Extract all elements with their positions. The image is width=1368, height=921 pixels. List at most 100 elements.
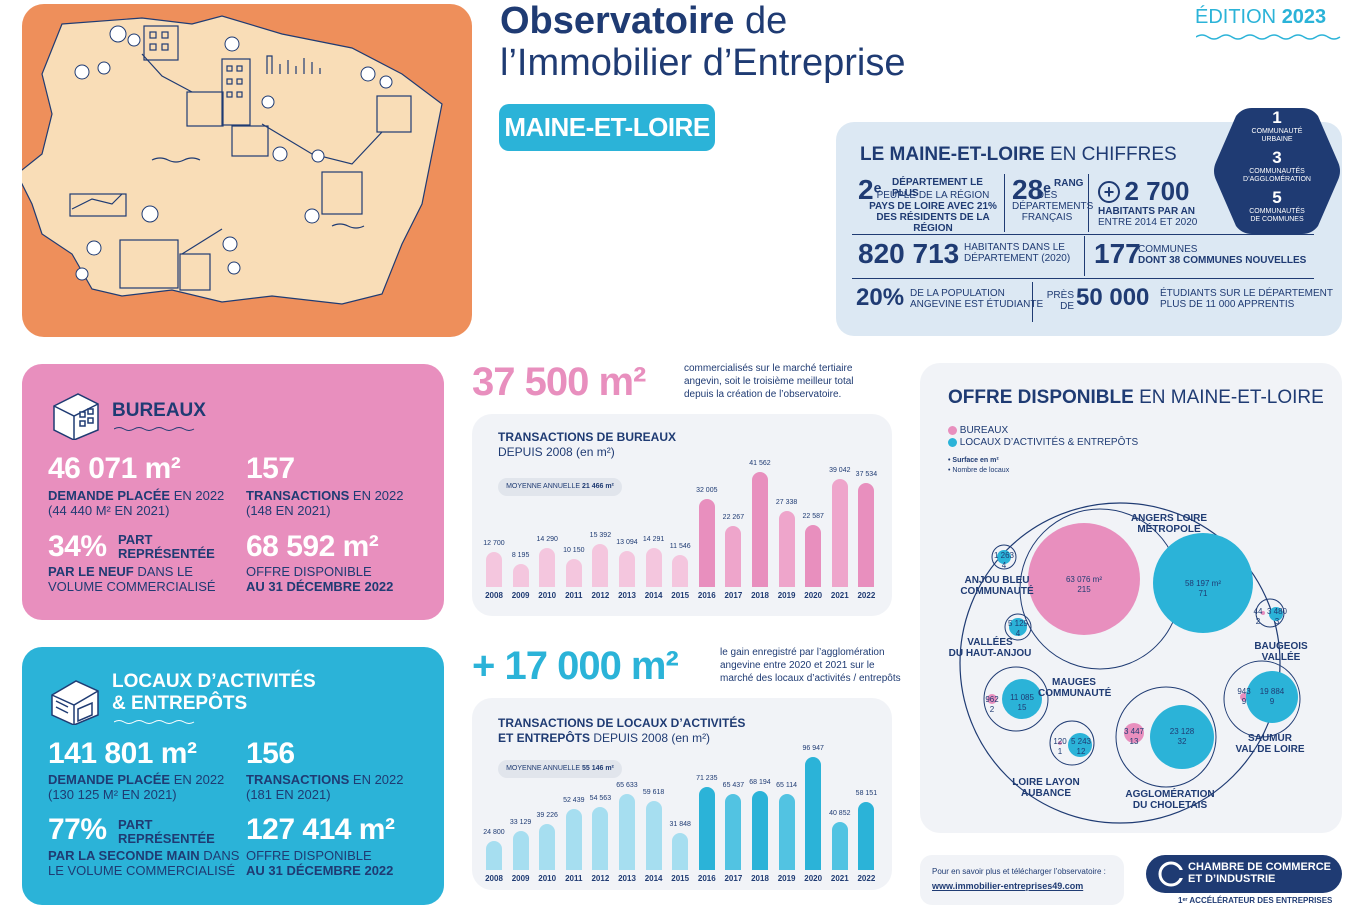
saumur-bureaux-values: 943 9 — [1232, 687, 1256, 707]
bar — [698, 498, 715, 587]
students-big: 50 000 — [1076, 284, 1150, 311]
rang-text-2: DES — [1036, 190, 1058, 201]
divider — [1004, 174, 1005, 232]
bar — [752, 790, 768, 870]
zone-angers-name-2: MÉTROPOLE — [1137, 524, 1201, 535]
rang-sup: e — [1043, 179, 1051, 196]
bar — [645, 800, 662, 870]
x-tick-label: 2017 — [724, 591, 743, 600]
hex-n1: 1 — [1272, 108, 1282, 127]
bureaux-demande-value: 46 071 m² — [48, 452, 181, 485]
part-label-3-bold: PAR LE NEUF — [48, 564, 134, 579]
bar-value-label: 39 226 — [536, 812, 558, 820]
zone-baugeois-label: BAUGEOIS VALLÉE — [1246, 641, 1316, 663]
title-wave-decoration — [114, 427, 195, 431]
bar-value-label: 65 437 — [722, 781, 745, 789]
x-tick-label: 2019 — [777, 874, 796, 883]
x-tick-label: 2008 — [485, 874, 503, 883]
x-tick-label: 2016 — [697, 874, 716, 883]
divider — [1088, 174, 1089, 232]
bar-value-label: 54 563 — [589, 794, 612, 802]
zone-haut-anjou-name-1: VALLÉES — [967, 637, 1013, 648]
baugeois-locaux-count: 3 — [1274, 617, 1280, 626]
demande-label-rest: EN 2022 — [170, 772, 225, 787]
saumur-bureaux-count: 9 — [1241, 697, 1247, 706]
bar — [486, 551, 502, 587]
chart2-title-2-bold: ET ENTREPÔTS — [498, 731, 591, 745]
haut-anjou-surface: 5 129 — [1007, 619, 1029, 628]
x-tick-label: 2009 — [511, 874, 530, 883]
locaux-part-label-4: LE VOLUME COMMERCIALISÉ — [48, 863, 236, 878]
title-bold: Observatoire — [500, 0, 735, 42]
layon-locaux-count: 12 — [1076, 747, 1086, 756]
angers-locaux-values: 58 197 m² 71 — [1163, 579, 1243, 599]
bar-value-label: 71 235 — [696, 775, 718, 783]
bar-value-label: 24 800 — [483, 829, 505, 837]
mauges-locaux-surface: 11 085 — [1010, 693, 1034, 702]
rang-text-more: DES DÉPARTEMENTS FRANÇAIS — [1012, 190, 1094, 223]
pres-text: PRÈS DE — [1044, 290, 1074, 312]
x-tick-label: 2010 — [538, 591, 557, 600]
baugeois-locaux-surface: 3 480 — [1266, 607, 1288, 616]
edition-year: 2023 — [1281, 6, 1327, 28]
bar — [858, 483, 875, 587]
bureaux-highlight-text-1: commercialisés sur le marché tertiaire — [684, 363, 853, 374]
rank-big: 2 — [858, 174, 874, 205]
cci-tagline: 1ᵉʳ ACCÉLÉRATEUR DES ENTREPRISES — [1178, 896, 1333, 905]
bureaux-transactions-label: TRANSACTIONS EN 2022 — [246, 488, 403, 503]
zone-anjou-bleu-name-1: ANJOU BLEU — [964, 575, 1030, 586]
bureaux-transactions-value: 157 — [246, 452, 295, 485]
cci-line-2: ET D’INDUSTRIE — [1188, 873, 1276, 885]
cholet-locaux-surface: 23 128 — [1169, 727, 1195, 736]
locaux-demande-value: 141 801 m² — [48, 737, 197, 770]
chart2-plot: 24 800 2008 33 129 2009 39 226 2010 52 439 2011… — [472, 698, 892, 890]
footer-text: Pour en savoir plus et télécharger l’obs… — [932, 867, 1106, 876]
locaux-transactions-value: 156 — [246, 737, 295, 770]
locaux-demande-prev: (130 125 M² EN 2021) — [48, 787, 177, 802]
legend-locaux-label: LOCAUX D’ACTIVITÉS & ENTREPÔTS — [959, 437, 1139, 448]
layon-bureaux-count: 1 — [1057, 747, 1063, 756]
bar — [672, 555, 689, 587]
page-title-line-2: l’Immobilier d’Entreprise — [500, 42, 906, 84]
bar — [831, 479, 848, 587]
offer-title: OFFRE DISPONIBLE EN MAINE-ET-LOIRE — [948, 387, 1324, 409]
bar — [778, 511, 795, 587]
legend-surface: • Surface en m² — [948, 457, 999, 464]
transactions-label-rest: EN 2022 — [349, 488, 404, 503]
footer-link[interactable]: www.immobilier-entreprises49.com — [932, 881, 1084, 891]
zone-haut-anjou-name-2: DU HAUT-ANJOU — [948, 648, 1032, 659]
map-illustration-panel — [22, 4, 472, 337]
locaux-offre-value: 127 414 m² — [246, 813, 395, 846]
bar-value-label: 14 291 — [642, 535, 665, 543]
bar — [778, 794, 795, 870]
legend-bureaux: BUREAUX — [948, 425, 1008, 436]
x-tick-label: 2010 — [538, 874, 557, 883]
edition-wave-decoration — [1196, 34, 1341, 40]
cholet-locaux-count: 32 — [1177, 737, 1187, 746]
chart1-plot: 12 700 2008 8 195 2009 14 290 2010 10 150 2011 1… — [472, 414, 892, 616]
locaux-highlight-text-1: le gain enregistré par l’agglomération — [720, 647, 885, 658]
layon-bureaux-values: 120 1 — [1048, 737, 1072, 757]
bar — [725, 793, 742, 870]
bar-value-label: 40 852 — [829, 810, 851, 818]
bureaux-highlight-value: 37 500 m² — [472, 360, 646, 404]
locaux-demande-label: DEMANDE PLACÉE EN 2022 — [48, 772, 224, 787]
department-badge: MAINE-ET-LOIRE — [499, 104, 715, 151]
bar-value-label: 68 194 — [749, 778, 771, 786]
x-tick-label: 2009 — [511, 591, 530, 600]
chart1-subtitle: DEPUIS 2008 (en m²) — [498, 445, 615, 459]
rang-figure: 28e — [1012, 174, 1051, 206]
mauges-locaux-values: 11 085 15 — [1004, 693, 1040, 713]
rang-text-3: DÉPARTEMENTS — [1012, 201, 1094, 212]
rank-text-4: DES RÉSIDENTS DE LA RÉGION — [876, 212, 990, 234]
rang-text-4: FRANÇAIS — [1021, 212, 1073, 223]
rank-text-3: PAYS DE LOIRE AVEC 21% — [869, 201, 997, 212]
x-tick-label: 2013 — [618, 591, 636, 600]
x-tick-label: 2012 — [591, 591, 610, 600]
locaux-highlight-value: + 17 000 m² — [472, 644, 679, 688]
bar — [698, 787, 715, 870]
hex-t1b: URBAINE — [1261, 136, 1293, 143]
baugeois-bureaux-surface: 44 — [1253, 607, 1263, 616]
bar — [805, 524, 822, 587]
zone-mauges-name-2: COMMUNAUTÉ — [1038, 688, 1112, 699]
